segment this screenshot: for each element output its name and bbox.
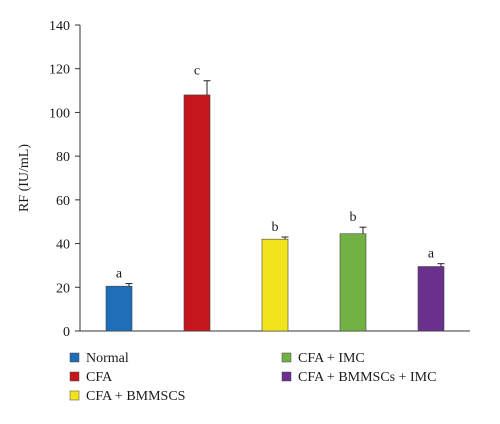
y-tick-label: 100 bbox=[49, 106, 70, 121]
significance-letter: a bbox=[116, 267, 123, 282]
legend-label: CFA + BMMSCs + IMC bbox=[298, 370, 436, 385]
significance-letter: a bbox=[428, 247, 435, 262]
bars bbox=[105, 94, 445, 332]
y-tick-label: 80 bbox=[56, 150, 70, 165]
bar bbox=[339, 233, 367, 332]
significance-letter: b bbox=[272, 220, 279, 235]
y-tick-label: 40 bbox=[56, 238, 70, 253]
legend-swatch bbox=[281, 371, 292, 382]
y-axis-title: RF (IU/mL) bbox=[17, 144, 32, 212]
legend-swatch bbox=[69, 390, 80, 401]
bar bbox=[417, 266, 445, 332]
y-tick-label: 120 bbox=[49, 63, 70, 78]
y-tick-label: 0 bbox=[63, 325, 70, 340]
legend: Normal CFA CFA + BMMSCS CFA + IMC CFA + BMMS… bbox=[69, 351, 436, 404]
y-tick-label: 60 bbox=[56, 194, 70, 209]
error-bars bbox=[125, 80, 445, 287]
legend-swatch bbox=[69, 352, 80, 363]
bar bbox=[183, 94, 211, 332]
legend-label: CFA + IMC bbox=[298, 351, 365, 366]
bar bbox=[261, 238, 289, 332]
significance-letter: b bbox=[350, 210, 357, 225]
legend-swatch bbox=[281, 352, 292, 363]
significance-labels: a c b b a bbox=[116, 64, 435, 282]
bar bbox=[105, 285, 133, 332]
significance-letter: c bbox=[194, 64, 200, 79]
legend-label: CFA + BMMSCS bbox=[86, 389, 185, 404]
legend-label: Normal bbox=[86, 351, 129, 366]
legend-swatch bbox=[69, 371, 80, 382]
y-tick-label: 140 bbox=[49, 19, 70, 34]
y-axis-ticks: 0 20 40 60 80 100 120 140 bbox=[49, 19, 80, 340]
legend-label: CFA bbox=[86, 370, 113, 385]
y-tick-label: 20 bbox=[56, 281, 70, 296]
